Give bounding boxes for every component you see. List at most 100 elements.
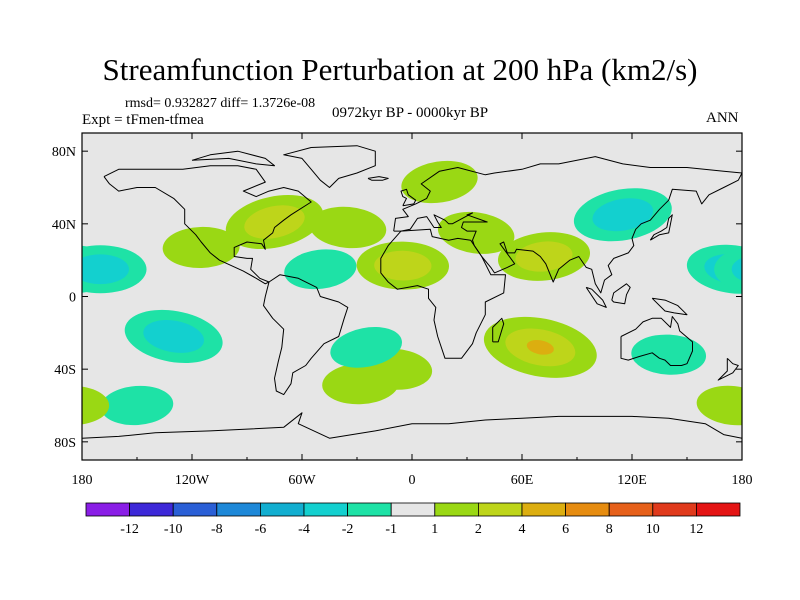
coastline-australia xyxy=(620,316,693,366)
coastline-eurasia xyxy=(393,156,742,294)
colorbar-label: 4 xyxy=(519,522,526,537)
anomaly-southern-ocean-negative xyxy=(100,385,174,426)
colorbar-swatch xyxy=(521,502,566,517)
colorbar-label: 1 xyxy=(431,522,438,537)
anomaly-contour xyxy=(244,205,305,239)
anomaly-north-europe-positive xyxy=(401,160,478,204)
coastline-arctic-islands xyxy=(191,150,275,167)
experiment-label: Expt = tFmen-tfmea xyxy=(82,112,204,128)
x-tick-label: 0 xyxy=(409,473,416,488)
y-tick-label: 80S xyxy=(54,436,76,451)
colorbar-swatch xyxy=(303,502,348,517)
anomaly-central-pacific-negative xyxy=(82,245,742,294)
anomaly-contour xyxy=(515,241,573,272)
colorbar-swatch xyxy=(172,502,218,517)
anomaly-east-pacific-positive xyxy=(322,363,400,405)
anomaly-south-pacific-far-positive xyxy=(82,385,742,426)
anomaly-contour xyxy=(330,327,402,368)
coastline-iceland xyxy=(367,176,389,181)
colorbar-swatch xyxy=(216,502,261,517)
anomaly-north-america-pacific-positive xyxy=(162,226,240,268)
colorbar-label: -8 xyxy=(211,522,223,537)
anomaly-contour xyxy=(696,385,742,426)
y-tick-label: 40N xyxy=(52,218,76,233)
anomaly-north-pacific-negative xyxy=(573,188,672,242)
anomaly-n-atlantic-east-positive xyxy=(309,206,387,249)
anomaly-contour-wrap xyxy=(731,257,742,281)
x-tick-label: 120E xyxy=(617,473,647,488)
coastline-new-zealand xyxy=(717,357,739,381)
anomaly-contour xyxy=(631,334,707,375)
anomaly-contour xyxy=(374,250,432,281)
colorbar-label: 8 xyxy=(606,522,613,537)
coastline-indonesia-borneo xyxy=(611,283,631,305)
anomaly-africa-west-positive xyxy=(356,241,450,290)
time-period-label: 0972kyr BP - 0000kyr BP xyxy=(331,105,489,121)
anomaly-contour xyxy=(82,254,129,285)
colorbar-label: -1 xyxy=(385,522,397,537)
anomaly-contour xyxy=(284,249,357,290)
colorbar-label: 12 xyxy=(689,522,703,537)
colorbar-label: -6 xyxy=(255,522,267,537)
x-tick-label: 120W xyxy=(175,473,210,488)
anomaly-contour-wrap xyxy=(82,386,110,425)
anomaly-tropical-atlantic-negative xyxy=(284,249,357,290)
rmsd-diff-stats: rmsd= 0.932827 diff= 1.3726e-08 xyxy=(125,96,316,111)
coastline-greenland xyxy=(283,145,376,188)
colorbar-swatch xyxy=(390,502,436,517)
coastline-britain xyxy=(400,188,417,207)
anomaly-contour xyxy=(100,385,174,426)
plot-title: Streamfunction Perturbation at 200 hPa (… xyxy=(102,52,698,87)
coastline-madagascar xyxy=(492,317,505,343)
x-tick-label: 180 xyxy=(732,473,753,488)
anomaly-contour-wrap xyxy=(714,247,742,292)
coastline-new-guinea xyxy=(651,297,688,316)
colorbar-label: -10 xyxy=(164,522,183,537)
anomaly-contour xyxy=(401,160,478,204)
coastline-japan xyxy=(649,214,673,241)
y-tick-label: 40S xyxy=(54,363,76,378)
anomaly-south-pacific-negative xyxy=(124,309,223,364)
anomaly-contour xyxy=(437,211,515,254)
anomaly-australia-negative xyxy=(631,334,707,375)
anomaly-north-atlantic-positive xyxy=(225,195,324,249)
colorbar-swatch xyxy=(608,502,654,517)
colorbar-swatch xyxy=(347,502,392,517)
anomaly-india-positive xyxy=(497,232,591,281)
colorbar-swatch xyxy=(129,502,174,517)
coastline-sumatra xyxy=(585,286,607,308)
colorbar-label: 10 xyxy=(646,522,660,537)
x-tick-label: 60W xyxy=(288,473,316,488)
colorbar-label: 2 xyxy=(475,522,482,537)
anomaly-contour xyxy=(309,206,387,249)
coastline-africa xyxy=(380,228,506,359)
season-label: ANN xyxy=(706,110,739,126)
x-tick-label: 60E xyxy=(511,473,534,488)
anomaly-contour xyxy=(592,198,654,232)
anomaly-contour xyxy=(526,340,554,355)
anomaly-contour xyxy=(162,226,240,268)
y-tick-label: 0 xyxy=(69,291,76,306)
colorbar-label: -2 xyxy=(342,522,354,537)
colorbar-label: -4 xyxy=(298,522,310,537)
colorbar-swatch xyxy=(696,502,741,517)
colorbar-label: -12 xyxy=(120,522,139,537)
colorbar-swatch xyxy=(652,502,697,517)
coastline-south-america xyxy=(263,274,349,396)
colorbar-swatch xyxy=(259,502,305,517)
colorbar-swatch xyxy=(565,502,610,517)
anomaly-contour xyxy=(322,363,400,405)
colorbar-swatch xyxy=(85,502,130,517)
colorbar-swatch xyxy=(434,502,479,517)
anomaly-south-indian-ocean-positive xyxy=(483,316,597,378)
anomaly-contour xyxy=(143,320,205,353)
colorbar-label: 6 xyxy=(562,522,569,537)
colorbar-swatch xyxy=(477,502,523,517)
anomaly-mediterranean-positive xyxy=(437,211,515,254)
x-tick-label: 180 xyxy=(72,473,93,488)
coastline-antarctica xyxy=(82,412,742,439)
coastline-north-america xyxy=(103,165,312,285)
y-tick-label: 80N xyxy=(52,145,76,160)
anomaly-south-america-east-negative xyxy=(330,327,402,368)
